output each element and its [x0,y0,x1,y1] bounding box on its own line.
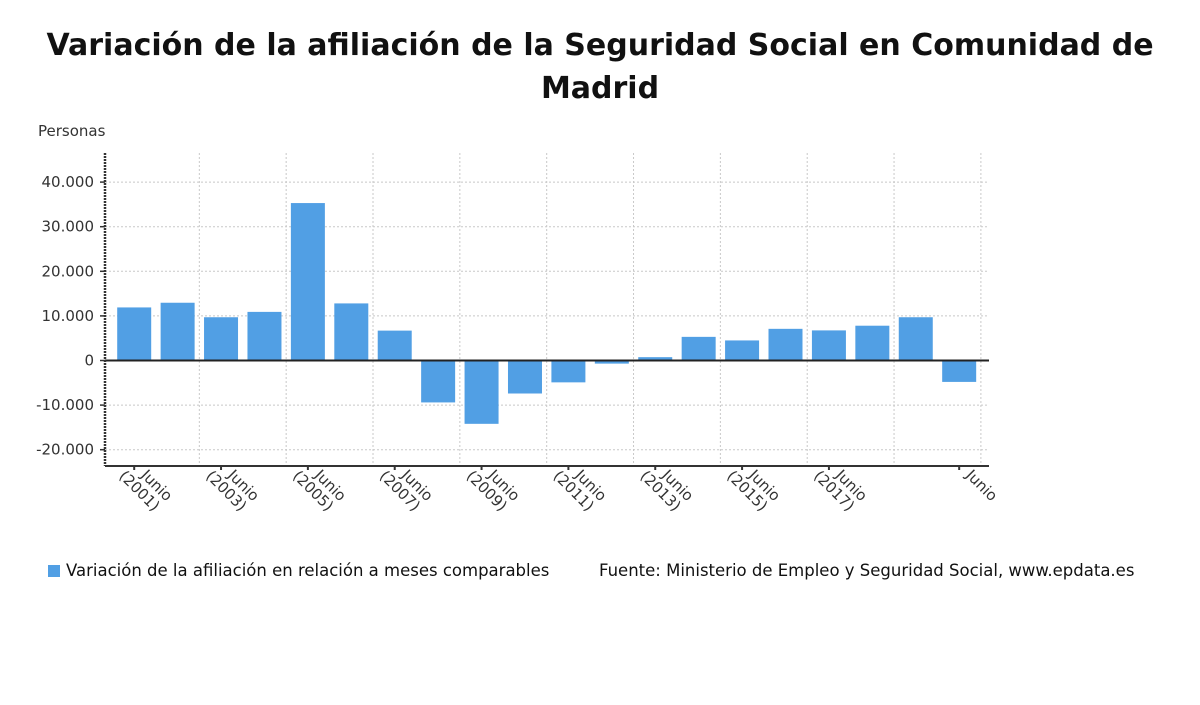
bar [117,307,152,361]
bar [247,311,282,361]
axes [100,153,989,470]
x-tick-label: Junio(2001) [115,465,176,514]
x-tick-label: Junio(2017) [810,465,871,514]
bar [942,360,977,382]
x-tick-label: Junio(2009) [463,465,524,514]
legend-label: Variación de la afiliación en relación a… [66,561,550,580]
chart-title: Variación de la afiliación de la Segurid… [0,24,1200,110]
chart-title-text: Variación de la afiliación de la Segurid… [46,28,1154,106]
bar [160,302,195,361]
bar [898,317,933,361]
bar [507,360,542,394]
bar [638,357,673,361]
bar [681,336,716,361]
y-tick-label: 30.000 [42,218,95,236]
bar [377,330,412,361]
bar [421,360,456,403]
y-tick-label: 40.000 [42,173,95,191]
y-tick-label: 0 [84,352,94,370]
bar [768,328,803,361]
x-tick-label-line1: Junio [962,465,1001,504]
legend-swatch [48,564,60,577]
x-tick-label: Junio(2003) [202,465,263,514]
bars [117,203,977,424]
bar [204,317,239,361]
x-tick-label: Junio(2015) [723,465,784,514]
x-tick-label: Junio(2011) [550,465,611,514]
y-tick-label: 10.000 [42,307,95,325]
y-tick-labels: 40.000 30.000 20.000 10.000 0 -10.000 -20.000 [36,173,94,459]
x-tick-label: Junio(2005) [289,465,350,514]
bar [811,330,846,361]
bar [725,340,760,361]
x-tick-label: Junio [962,465,1001,504]
bar [334,303,369,361]
source-note: Fuente: Ministerio de Empleo y Seguridad… [599,561,1135,580]
legend: Variación de la afiliación en relación a… [48,561,549,580]
y-tick-label: -20.000 [36,441,94,459]
bar [551,360,586,383]
bar [594,360,629,364]
grid-lines [105,153,989,466]
y-tick-label: -10.000 [36,396,94,414]
x-tick-labels: Junio(2001) Junio(2003) Junio(2005) Junio(2… [115,465,1001,514]
y-axis-label: Personas [38,122,106,140]
bar [290,203,325,361]
bar [855,325,890,361]
x-tick-label: Junio(2013) [636,465,697,514]
bar [464,360,499,424]
y-tick-label: 20.000 [42,262,95,280]
x-tick-label: Junio(2007) [376,465,437,514]
